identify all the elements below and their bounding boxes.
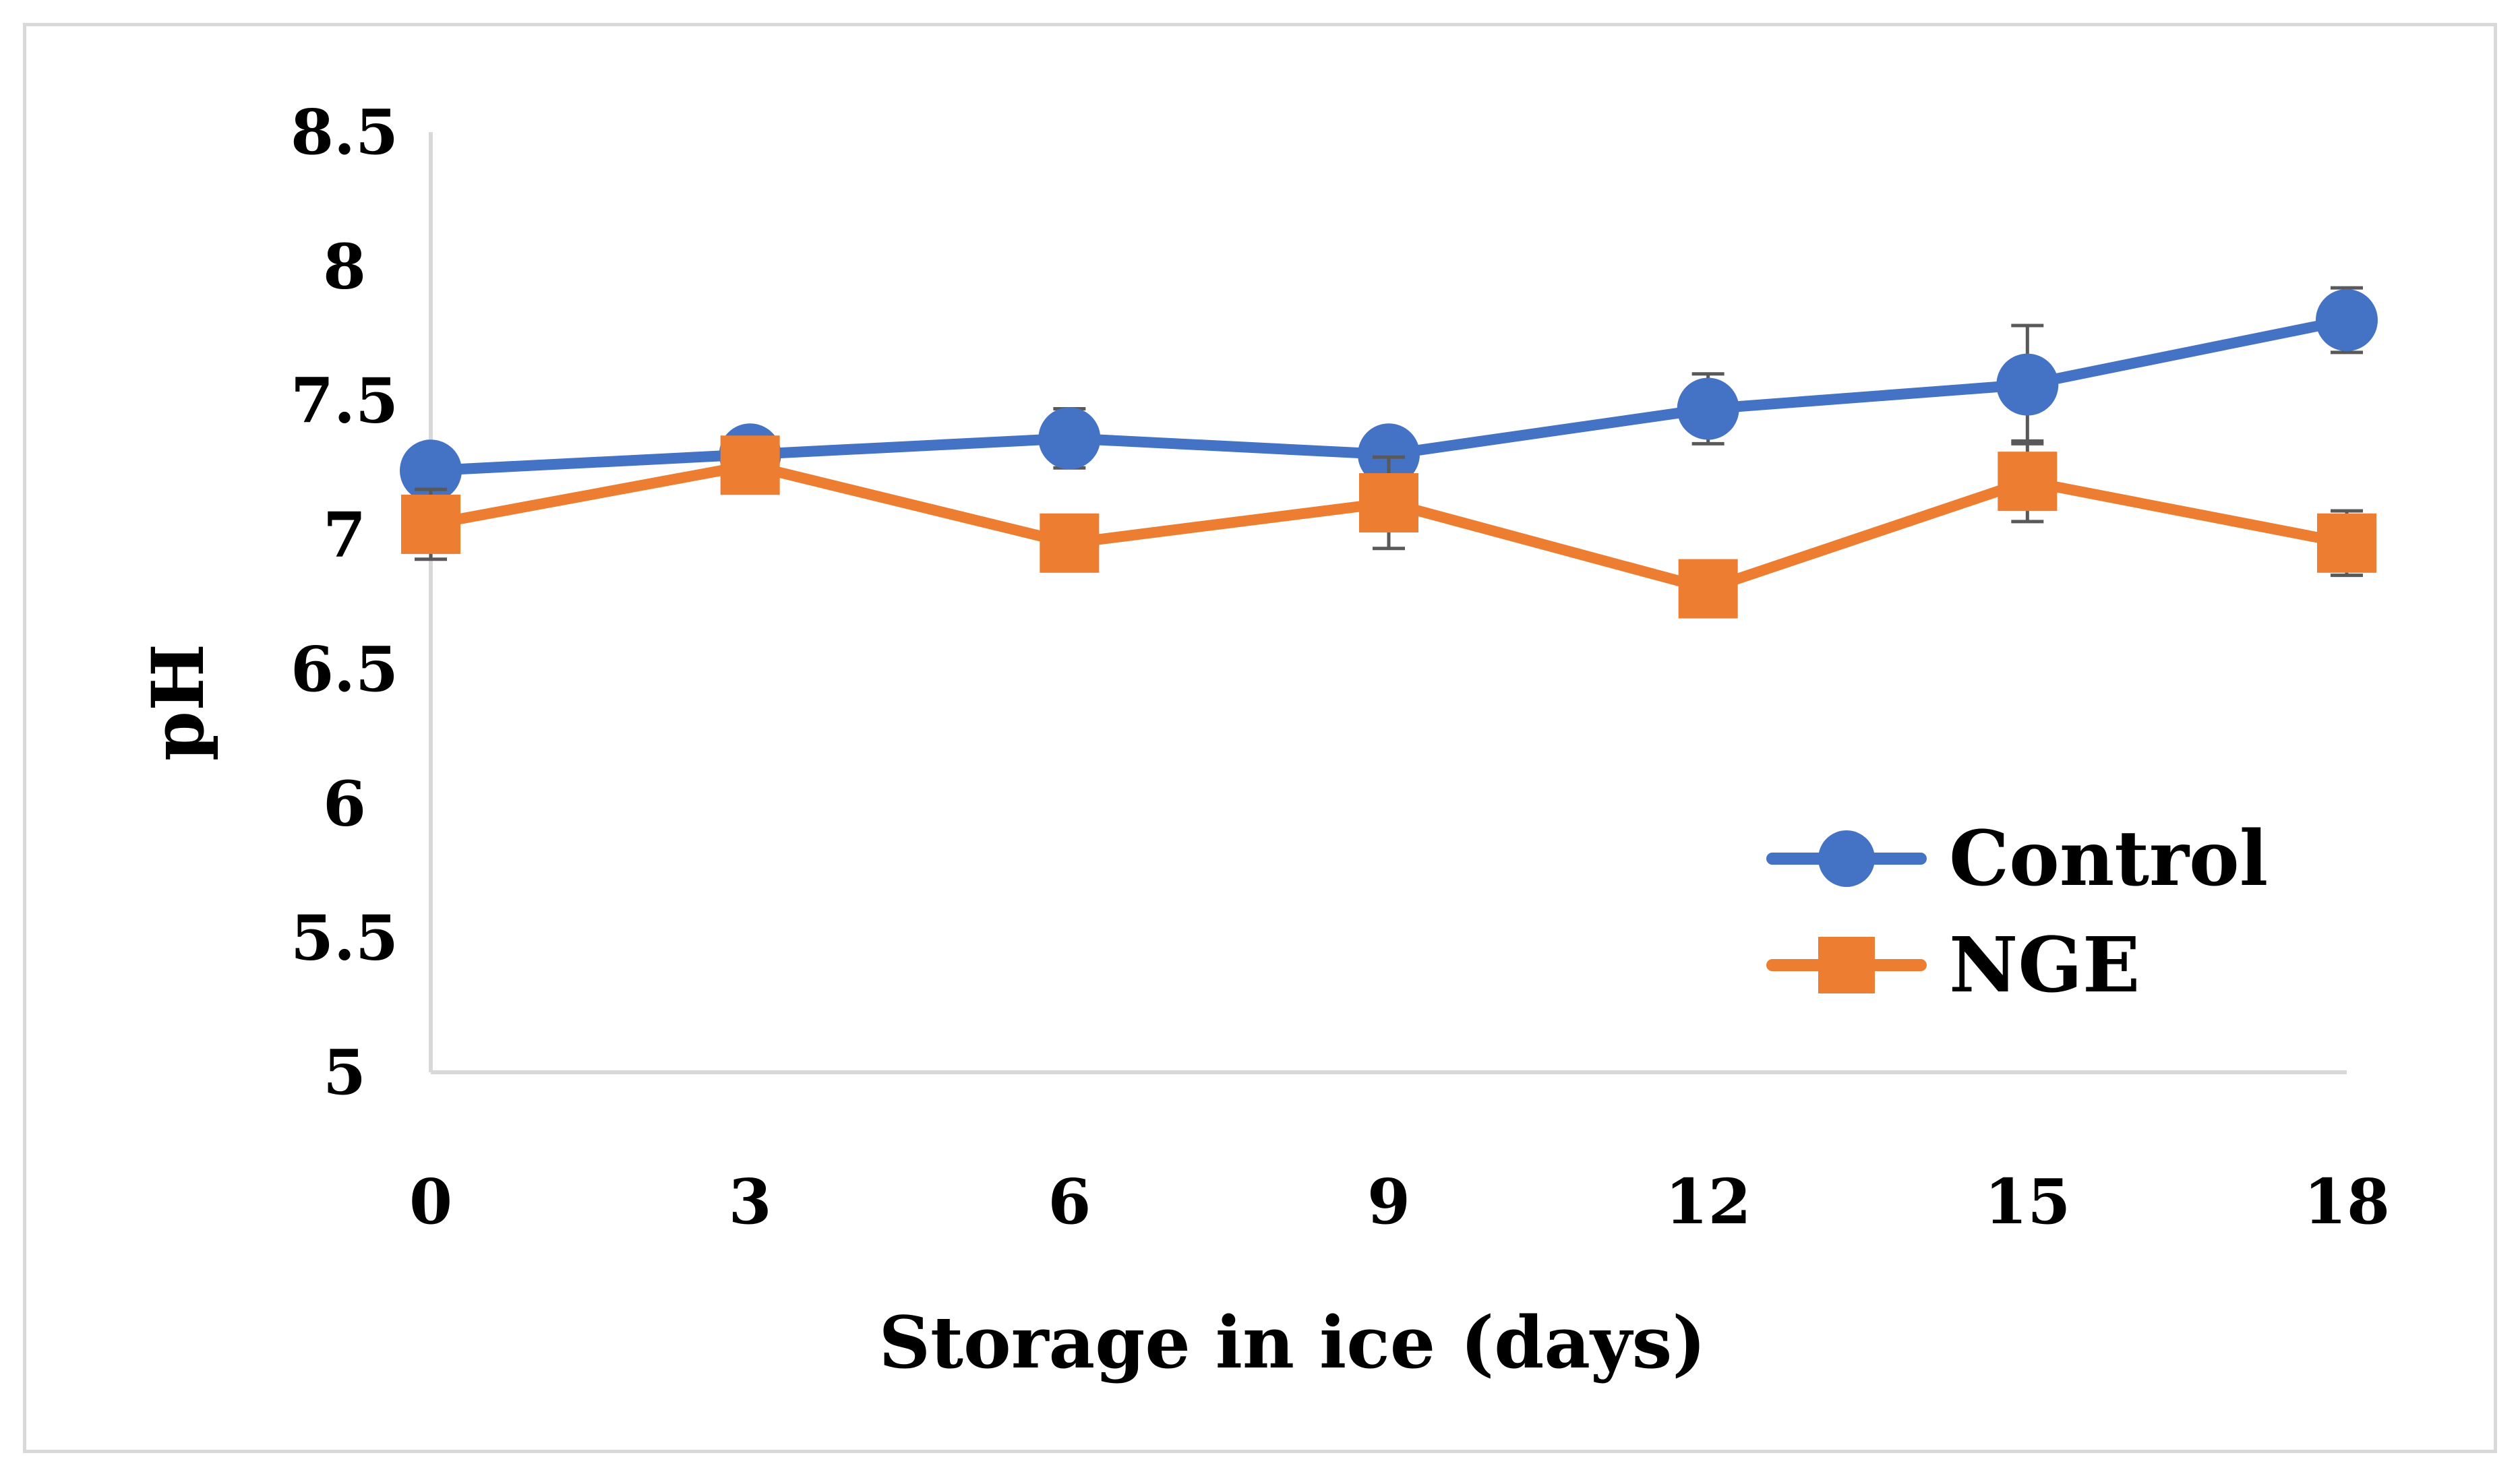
x-tick-label: 12: [1665, 1165, 1751, 1238]
data-point-nge: [1998, 452, 2058, 512]
legend-control-label: Control: [1949, 815, 2268, 903]
y-tick-label: 8.5: [291, 96, 398, 168]
legend-nge-label: NGE: [1949, 921, 2140, 1010]
x-tick-label: 3: [729, 1165, 772, 1238]
y-axis-title: pH: [136, 644, 220, 761]
x-tick-label: 0: [409, 1165, 452, 1238]
data-point-nge: [720, 435, 780, 495]
legend: Control NGE: [1766, 815, 2268, 1010]
legend-control-marker: [1818, 830, 1875, 887]
legend-nge-marker: [1818, 937, 1875, 993]
x-tick-labels: 0 3 6 9 12 15 18: [409, 1165, 2390, 1238]
x-tick-label: 6: [1048, 1165, 1091, 1238]
y-tick-label: 5.5: [291, 902, 398, 975]
data-point-control: [1996, 353, 2059, 416]
data-point-nge: [401, 494, 460, 554]
x-tick-label: 15: [1984, 1165, 2070, 1238]
y-tick-label: 7: [323, 499, 366, 572]
y-tick-label: 6: [323, 767, 366, 840]
y-tick-label: 8: [323, 230, 366, 303]
x-tick-label: 18: [2304, 1165, 2390, 1238]
data-point-control: [1358, 423, 1420, 486]
data-point-nge: [2317, 513, 2376, 573]
y-tick-label: 7.5: [291, 365, 398, 437]
data-point-control: [1677, 377, 1739, 440]
series: [400, 286, 2378, 619]
x-tick-label: 9: [1367, 1165, 1410, 1238]
y-tick-label: 5: [323, 1036, 366, 1109]
data-point-control: [1038, 407, 1101, 470]
axes: [429, 132, 2347, 1074]
chart-frame: 5 5.5 6 6.5 7 7.5 8 8.5 0 3 6 9 12 15 18 Storage in i…: [23, 23, 2497, 1453]
series-nge: [401, 435, 2376, 619]
data-point-control: [400, 439, 462, 502]
data-point-nge: [1040, 513, 1100, 573]
data-point-nge: [1359, 473, 1418, 533]
x-axis-title: Storage in ice (days): [879, 1300, 1706, 1384]
data-point-nge: [1678, 559, 1738, 619]
y-tick-label: 6.5: [291, 633, 398, 706]
data-point-control: [2316, 289, 2378, 351]
line-chart: 5 5.5 6 6.5 7 7.5 8 8.5 0 3 6 9 12 15 18 Storage in i…: [136, 96, 2390, 1384]
y-tick-labels: 5 5.5 6 6.5 7 7.5 8 8.5: [291, 96, 398, 1109]
